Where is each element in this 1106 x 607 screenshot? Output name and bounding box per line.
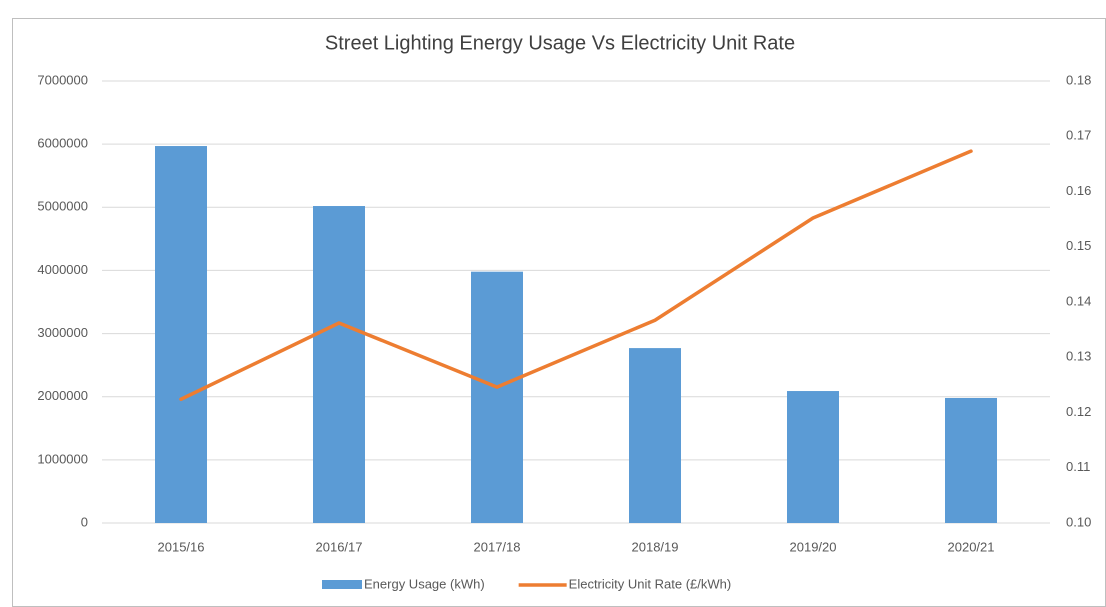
- bar: [155, 146, 207, 523]
- legend-label: Electricity Unit Rate (£/kWh): [569, 576, 732, 591]
- y2-tick-label: 0.17: [1066, 128, 1091, 143]
- y2-tick-label: 0.12: [1066, 404, 1091, 419]
- bar: [787, 391, 839, 523]
- y-tick-label: 0: [81, 514, 88, 529]
- bar: [471, 271, 523, 523]
- bar: [945, 397, 997, 523]
- bar: [629, 348, 681, 523]
- x-tick-label: 2019/20: [790, 539, 837, 554]
- y-tick-label: 5000000: [37, 199, 88, 214]
- line: [179, 149, 973, 401]
- y2-tick-label: 0.10: [1066, 514, 1091, 529]
- chart-title: Street Lighting Energy Usage Vs Electric…: [325, 32, 795, 54]
- legend-swatch: [322, 580, 362, 589]
- y2-tick-label: 0.18: [1066, 72, 1091, 87]
- y2-tick-label: 0.15: [1066, 238, 1091, 253]
- x-tick-label: 2016/17: [316, 539, 363, 554]
- legend-label: Energy Usage (kWh): [364, 576, 485, 591]
- x-tick-label: 2020/21: [948, 539, 995, 554]
- y2-tick-label: 0.16: [1066, 183, 1091, 198]
- y-tick-label: 2000000: [37, 388, 88, 403]
- y-tick-label: 7000000: [37, 72, 88, 87]
- y-tick-label: 3000000: [37, 325, 88, 340]
- x-tick-label: 2018/19: [632, 539, 679, 554]
- y-tick-label: 6000000: [37, 136, 88, 151]
- y-tick-label: 1000000: [37, 451, 88, 466]
- x-tick-label: 2015/16: [158, 539, 205, 554]
- x-tick-label: 2017/18: [474, 539, 521, 554]
- y2-tick-label: 0.11: [1066, 459, 1090, 474]
- y-tick-label: 4000000: [37, 262, 88, 277]
- y2-tick-label: 0.13: [1066, 349, 1091, 364]
- y2-tick-label: 0.14: [1066, 293, 1091, 308]
- bar: [313, 206, 365, 523]
